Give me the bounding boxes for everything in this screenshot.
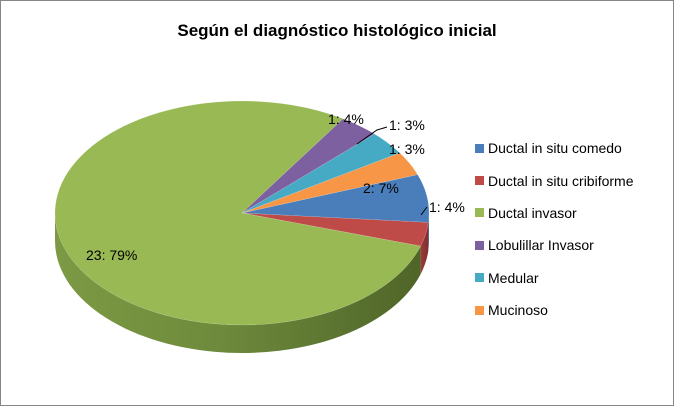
- data-label-ductal-in-situ-cribiforme: 1: 4%: [429, 199, 465, 215]
- pie-side-ductal-invasor: [55, 213, 421, 353]
- legend-label: Ductal in situ comedo: [488, 140, 622, 157]
- legend-swatch: [475, 176, 484, 186]
- pie-slice-ductal-in-situ-comedo: [241, 174, 430, 223]
- chart-title: Según el diagnóstico histológico inicial: [177, 21, 497, 40]
- data-label-ductal-in-situ-comedo: 2: 7%: [363, 180, 399, 196]
- leader-line-ductal-in-situ-cribiforme: [420, 206, 428, 216]
- data-label-ductal-invasor: 23: 79%: [86, 247, 137, 263]
- legend-item-ductal-invasor: Ductal invasor: [475, 197, 634, 229]
- pie-side-ductal-in-situ-comedo: [428, 213, 429, 251]
- legend-label: Ductal in situ cribiforme: [488, 172, 634, 189]
- legend-item-medular: Medular: [475, 262, 634, 294]
- data-label-mucinoso: 1: 3%: [389, 141, 425, 157]
- legend-item-lobulillar-invasor: Lobulillar Invasor: [475, 229, 634, 261]
- legend-label: Ductal invasor: [488, 204, 577, 221]
- pie-slice-medular: [241, 133, 401, 214]
- legend-label: Lobulillar Invasor: [488, 237, 594, 254]
- leader-line-medular: [356, 126, 388, 145]
- legend-item-ductal-in-situ-comedo: Ductal in situ comedo: [475, 132, 634, 164]
- legend-item-ductal-in-situ-cribiforme: Ductal in situ cribiforme: [475, 164, 634, 196]
- legend-swatch: [475, 273, 484, 283]
- legend-label: Mucinoso: [488, 302, 548, 319]
- pie-slice-mucinoso: [241, 152, 419, 214]
- legend-swatch: [475, 240, 484, 250]
- pie-slice-ductal-invasor: [54, 100, 422, 326]
- pie-slice-lobulillar-invasor: [241, 118, 375, 214]
- legend-swatch: [475, 143, 484, 153]
- legend-item-mucinoso: Mucinoso: [475, 294, 634, 326]
- legend-swatch: [475, 208, 484, 218]
- legend-swatch: [475, 305, 484, 315]
- legend-label: Medular: [488, 269, 539, 286]
- data-label-medular: 1: 3%: [389, 117, 425, 133]
- pie-slice-ductal-in-situ-cribiforme: [241, 212, 429, 247]
- legend: Ductal in situ comedo Ductal in situ crib…: [475, 132, 634, 326]
- pie-side-ductal-in-situ-cribiforme: [420, 222, 429, 275]
- data-label-lobulillar-invasor: 1: 4%: [328, 111, 364, 127]
